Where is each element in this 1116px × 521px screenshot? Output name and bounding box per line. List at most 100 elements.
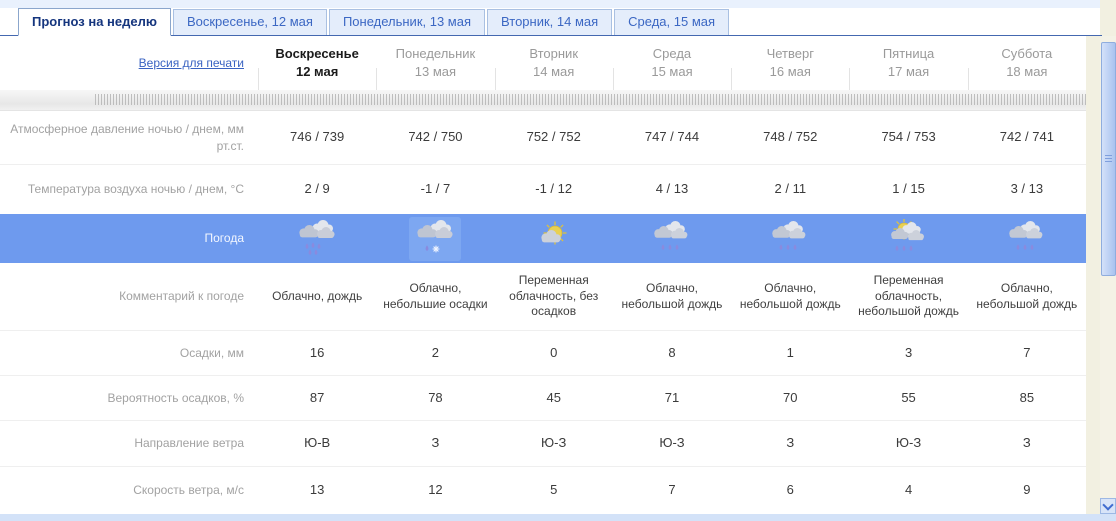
temperature-value: 1 / 15 [892,181,925,197]
precipitation-value: 3 [904,344,913,360]
cloud-rain-icon [1001,217,1053,261]
pressure-value: 747 / 744 [644,129,700,145]
comment-value: Облачно, небольшой дождь [976,280,1078,311]
temperature-value: 2 / 9 [304,181,330,197]
comment-label: Комментарий к погоде [119,289,244,304]
precip-probability-value: 85 [1019,389,1035,405]
precip-probability-value: 70 [783,389,798,405]
weather-icons-row: Погода [0,214,1086,263]
cloud-rain-icon [646,217,698,261]
rain-snow-icon [409,216,462,261]
temperature-value: 3 / 13 [1010,181,1044,197]
tab-wednesday-15[interactable]: Среда, 15 мая [614,9,730,35]
temperature-value: 4 / 13 [655,181,689,197]
precip-probability-value: 78 [428,389,443,405]
comment-value: Переменная облачность, без осадков [509,273,599,319]
precipitation-row: Осадки, мм 16 2 0 8 1 3 7 [0,331,1086,376]
precip-probability-row: Вероятность осадков, % 87 78 45 71 70 55… [0,376,1086,421]
day-header-monday: Понедельник 13 мая [376,36,494,90]
pressure-row: Атмосферное давление ночью / днем, мм рт… [0,111,1086,165]
heavy-rain-icon [291,217,343,261]
weather-cell [495,214,613,263]
day-header-thursday: Четверг 16 мая [731,36,849,90]
comment-row: Комментарий к погоде Облачно, дождь Обла… [0,263,1086,331]
pressure-value: 746 / 739 [290,129,345,145]
tab-monday-13[interactable]: Понедельник, 13 мая [328,9,486,35]
wind-direction-value: Ю-В [304,435,331,451]
precip-probability-value: 55 [901,389,916,405]
wind-speed-value: 4 [904,482,913,498]
day-header-tuesday: Вторник 14 мая [494,36,613,90]
tab-week-forecast[interactable]: Прогноз на неделю [18,8,171,36]
wind-direction-row: Направление ветра Ю-В З Ю-З Ю-З З Ю-З З [0,421,1086,467]
precipitation-value: 1 [786,344,794,360]
forecast-tabbar: Прогноз на неделю Воскресенье, 12 мая По… [0,8,1102,36]
chevron-down-icon [1102,498,1114,511]
temperature-label: Температура воздуха ночью / днем, °C [27,182,244,197]
sun-cloud-icon [528,217,580,261]
wind-speed-value: 7 [668,482,676,498]
precipitation-label: Осадки, мм [179,345,244,360]
vertical-scrollbar-track[interactable] [1100,36,1116,514]
wind-direction-value: З [1022,435,1031,451]
precip-probability-value: 71 [664,389,680,405]
temperature-row: Температура воздуха ночью / днем, °C 2 /… [0,165,1086,214]
pressure-value: 742 / 741 [999,129,1054,145]
ruler-ticks [95,94,1086,105]
tab-sunday-12[interactable]: Воскресенье, 12 мая [172,9,327,35]
temperature-value: -1 / 7 [420,181,451,197]
weather-cell [258,214,376,263]
tab-tuesday-14[interactable]: Вторник, 14 мая [487,9,613,35]
comment-value: Облачно, небольшой дождь [739,280,841,311]
comment-value: Облачно, небольшой дождь [621,280,723,311]
pressure-value: 748 / 752 [763,129,818,145]
temperature-value: -1 / 12 [535,181,573,197]
day-header-friday: Пятница 17 мая [849,36,967,90]
weather-cell [849,214,967,263]
precip-probability-label: Вероятность осадков, % [107,390,244,405]
wind-direction-value: З [431,435,440,451]
wind-direction-label: Направление ветра [134,436,244,451]
print-link-cell: Версия для печати [0,36,258,90]
wind-speed-value: 12 [428,482,443,498]
wind-speed-value: 9 [1023,482,1031,498]
precipitation-value: 8 [668,344,676,360]
timeline-ruler [0,90,1086,111]
precipitation-value: 16 [309,344,325,360]
wind-direction-value: Ю-З [895,435,922,451]
day-header-sunday: Воскресенье 12 мая [258,36,376,90]
table-header-row: Версия для печати Воскресенье 12 мая Поне… [0,36,1086,90]
comment-value: Облачно, небольшие осадки [383,280,488,311]
weather-cell [613,214,731,263]
bottom-strip [0,514,1116,521]
scrollbar-down-button[interactable] [1100,498,1116,514]
cloud-rain-icon [764,217,816,261]
forecast-table: Версия для печати Воскресенье 12 мая Поне… [0,36,1086,514]
wind-speed-value: 6 [786,482,794,498]
wind-direction-value: З [786,435,795,451]
wind-speed-value: 5 [550,482,558,498]
wind-speed-label: Скорость ветра, м/с [133,483,244,498]
precipitation-value: 2 [431,344,440,360]
print-version-link[interactable]: Версия для печати [138,55,244,70]
weather-label: Погода [204,231,245,246]
precip-probability-value: 87 [309,389,325,405]
day-header-wednesday: Среда 15 мая [612,36,731,90]
sun-cloud-rain-icon [883,217,935,261]
wind-speed-row: Скорость ветра, м/с 13 12 5 7 6 4 9 [0,467,1086,514]
wind-direction-value: Ю-З [541,435,567,451]
precip-probability-value: 45 [546,389,561,405]
day-header-saturday: Суббота 18 мая [967,36,1086,90]
page-background-gutter [1086,36,1100,521]
page-background-corner [1100,0,1116,36]
scrollbar-thumb[interactable] [1101,42,1116,276]
pressure-value: 742 / 750 [408,129,463,145]
precipitation-value: 7 [1023,344,1031,360]
wind-speed-value: 13 [309,482,325,498]
top-strip [0,0,1102,8]
pressure-value: 754 / 753 [881,129,936,145]
precipitation-value: 0 [550,344,558,360]
pressure-label: Атмосферное давление ночью / днем, мм рт… [10,122,244,153]
pressure-value: 752 / 752 [526,129,581,145]
